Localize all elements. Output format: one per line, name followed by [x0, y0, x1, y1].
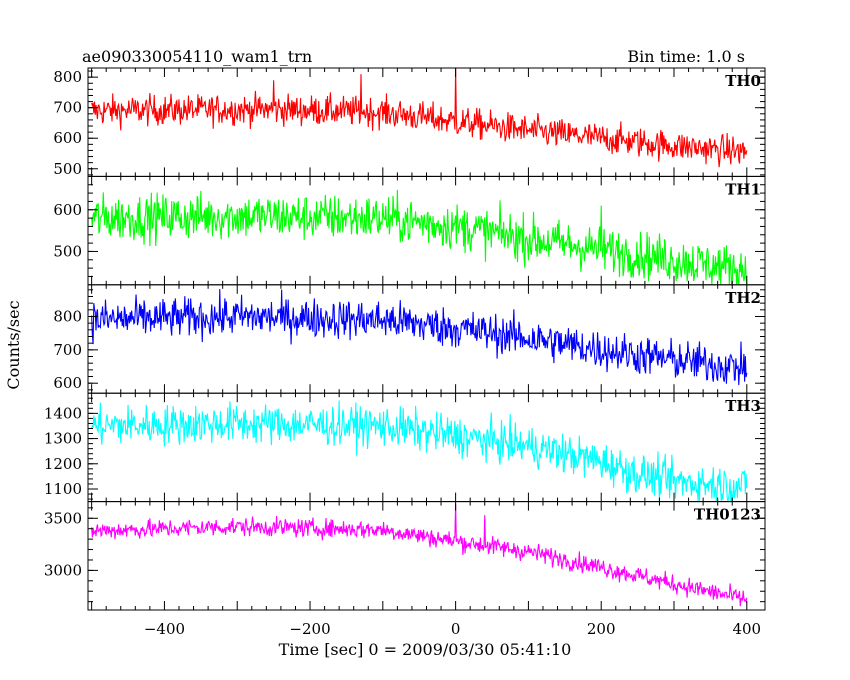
y-tick-label: 600 [53, 374, 82, 392]
panel-label-th1: TH1 [725, 180, 761, 198]
y-tick-label: 1400 [44, 404, 82, 422]
x-axis: −400 −200 0 200 400 [144, 620, 761, 638]
y-tick-label: 700 [53, 99, 82, 117]
panel-label-th3: TH3 [725, 397, 761, 415]
x-axis-label: Time [sec] 0 = 2009/03/30 05:41:10 [279, 640, 572, 659]
panel-th3: 1100 1200 1300 1400 TH3 [44, 392, 766, 503]
y-tick-label: 1100 [44, 480, 82, 498]
x-tick-label: 200 [587, 620, 616, 638]
panel-frame [87, 284, 766, 394]
panel-label-th0: TH0 [725, 72, 761, 90]
panel-frame [87, 501, 766, 611]
series-line-th0 [91, 68, 748, 168]
series-line-th2 [91, 289, 748, 386]
y-tick-label: 600 [53, 129, 82, 147]
panel-th1: 500 600 TH1 [53, 175, 766, 286]
y-tick-label: 3500 [44, 509, 82, 527]
x-tick-label: −400 [144, 620, 185, 638]
panel-label-th2: TH2 [725, 289, 761, 307]
y-tick-label: 800 [53, 68, 82, 86]
y-tick-label: 3000 [44, 561, 82, 579]
panel-label-th0123: TH0123 [694, 506, 761, 524]
bin-time-label: Bin time: 1.0 s [627, 47, 745, 66]
y-tick-label: 500 [53, 242, 82, 260]
y-tick-label: 1300 [44, 430, 82, 448]
series-line-th1 [91, 189, 748, 285]
y-tick-label: 800 [53, 307, 82, 325]
series-line-th0123 [91, 503, 748, 607]
panel-th2: 600 700 800 TH2 [53, 284, 766, 394]
x-tick-label: −200 [289, 620, 330, 638]
series-line-th3 [91, 400, 748, 502]
panel-th0123: 3000 3500 TH0123 [44, 501, 766, 611]
panels: 500 600 700 800 TH0 500 600 TH1 600 700 800 TH2 1100… [44, 67, 766, 611]
x-tick-label: 400 [732, 620, 761, 638]
x-tick-label: 0 [451, 620, 461, 638]
y-axis-label: Counts/sec [4, 300, 23, 389]
y-tick-label: 500 [53, 160, 82, 178]
y-tick-label: 1200 [44, 455, 82, 473]
panel-th0: 500 600 700 800 TH0 [53, 67, 766, 178]
y-tick-label: 700 [53, 341, 82, 359]
y-tick-label: 600 [53, 201, 82, 219]
chart-title: ae090330054110_wam1_trn [82, 47, 312, 66]
